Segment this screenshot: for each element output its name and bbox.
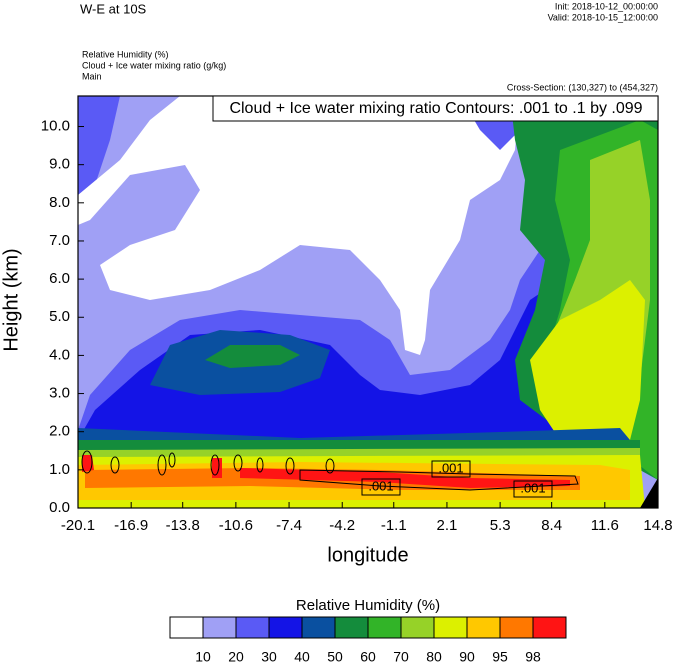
colorbar-label: 40 [294,649,310,665]
valid-time: Valid: 2018-10-15_12:00:00 [548,12,658,22]
colorbar-label: 50 [327,649,343,665]
x-tick-label: -7.4 [276,517,302,534]
colorbar-swatch [433,616,468,639]
colorbar-swatch [400,616,435,639]
x-tick-label: -1.1 [381,517,407,534]
x-tick-label: 2.1 [437,517,458,534]
y-tick-label: 2.0 [49,423,70,440]
colorbar-swatch [301,616,336,639]
x-tick-label: 5.3 [490,517,511,534]
y-tick-label: 3.0 [49,385,70,402]
colorbar-label: 90 [459,649,475,665]
colorbar-swatch [499,616,534,639]
annotation: Cloud + Ice water mixing ratio Contours:… [229,100,642,117]
colorbar-label: 95 [492,649,508,665]
x-tick-label: -13.8 [166,517,200,534]
terrain [640,478,658,508]
colorbar-swatch [169,616,204,639]
x-tick-label: -10.6 [219,517,253,534]
rh-region [78,96,520,355]
field-name: Relative Humidity (%) [82,49,169,59]
y-tick-label: 7.0 [49,232,70,249]
colorbar-swatch [268,616,303,639]
rh-region [78,96,120,215]
colorbar-label: 98 [525,649,541,665]
y-tick-label: 4.0 [49,346,70,363]
rh-region [205,345,300,368]
x-tick-label: -20.1 [61,517,95,534]
x-axis-label: longitude [327,544,408,566]
y-tick-label: 8.0 [49,194,70,211]
x-tick-label: -4.2 [329,517,355,534]
colorbar-swatch [202,616,237,639]
x-tick-label: -16.9 [114,517,148,534]
rh-region [240,468,570,488]
y-tick-label: 1.0 [49,461,70,478]
colorbar-label: 60 [360,649,376,665]
contour-label: .001 [438,460,463,475]
x-tick-label: 11.6 [591,517,619,534]
y-axis-label: Height (km) [0,248,22,351]
y-tick-label: 5.0 [49,308,70,325]
contour-label: .001 [368,478,393,493]
contour-label-box [361,478,401,496]
colorbar-swatch [235,616,270,639]
contour-label: .001 [520,480,545,495]
field-name: Main [82,71,102,81]
colorbar-swatch [532,616,567,639]
colorbar-label: 10 [195,649,211,665]
rh-region [212,458,222,478]
contour-label-box [431,460,471,478]
y-tick-label: 6.0 [49,270,70,287]
annotation-box [212,95,659,122]
x-tick-label: 14.8 [643,517,672,534]
colorbar-label: 70 [393,649,409,665]
colorbar-label: 20 [228,649,244,665]
colorbar-label: 80 [426,649,442,665]
y-tick-label: 9.0 [49,156,70,173]
init-time: Init: 2018-10-12_00:00:00 [555,1,658,11]
colorbar-label: 30 [261,649,277,665]
rh-region [78,280,620,470]
filled-contours [78,96,658,508]
y-tick-label: 0.0 [49,499,70,516]
y-tick-label: 10.0 [41,117,70,134]
colorbar-swatch [367,616,402,639]
field-name: Cloud + Ice water mixing ratio (g/kg) [82,60,226,70]
colorbar-swatch [466,616,501,639]
cross-section: Cross-Section: (130,327) to (454,327) [507,82,658,92]
colorbar-swatch [334,616,369,639]
colorbar-title: Relative Humidity (%) [296,597,440,614]
x-tick-label: 8.4 [541,517,562,534]
contour-label-box [513,480,553,498]
rh-region [530,280,645,460]
chart-title: W-E at 10S [80,1,147,16]
mixing-ratio-contours [81,450,579,491]
